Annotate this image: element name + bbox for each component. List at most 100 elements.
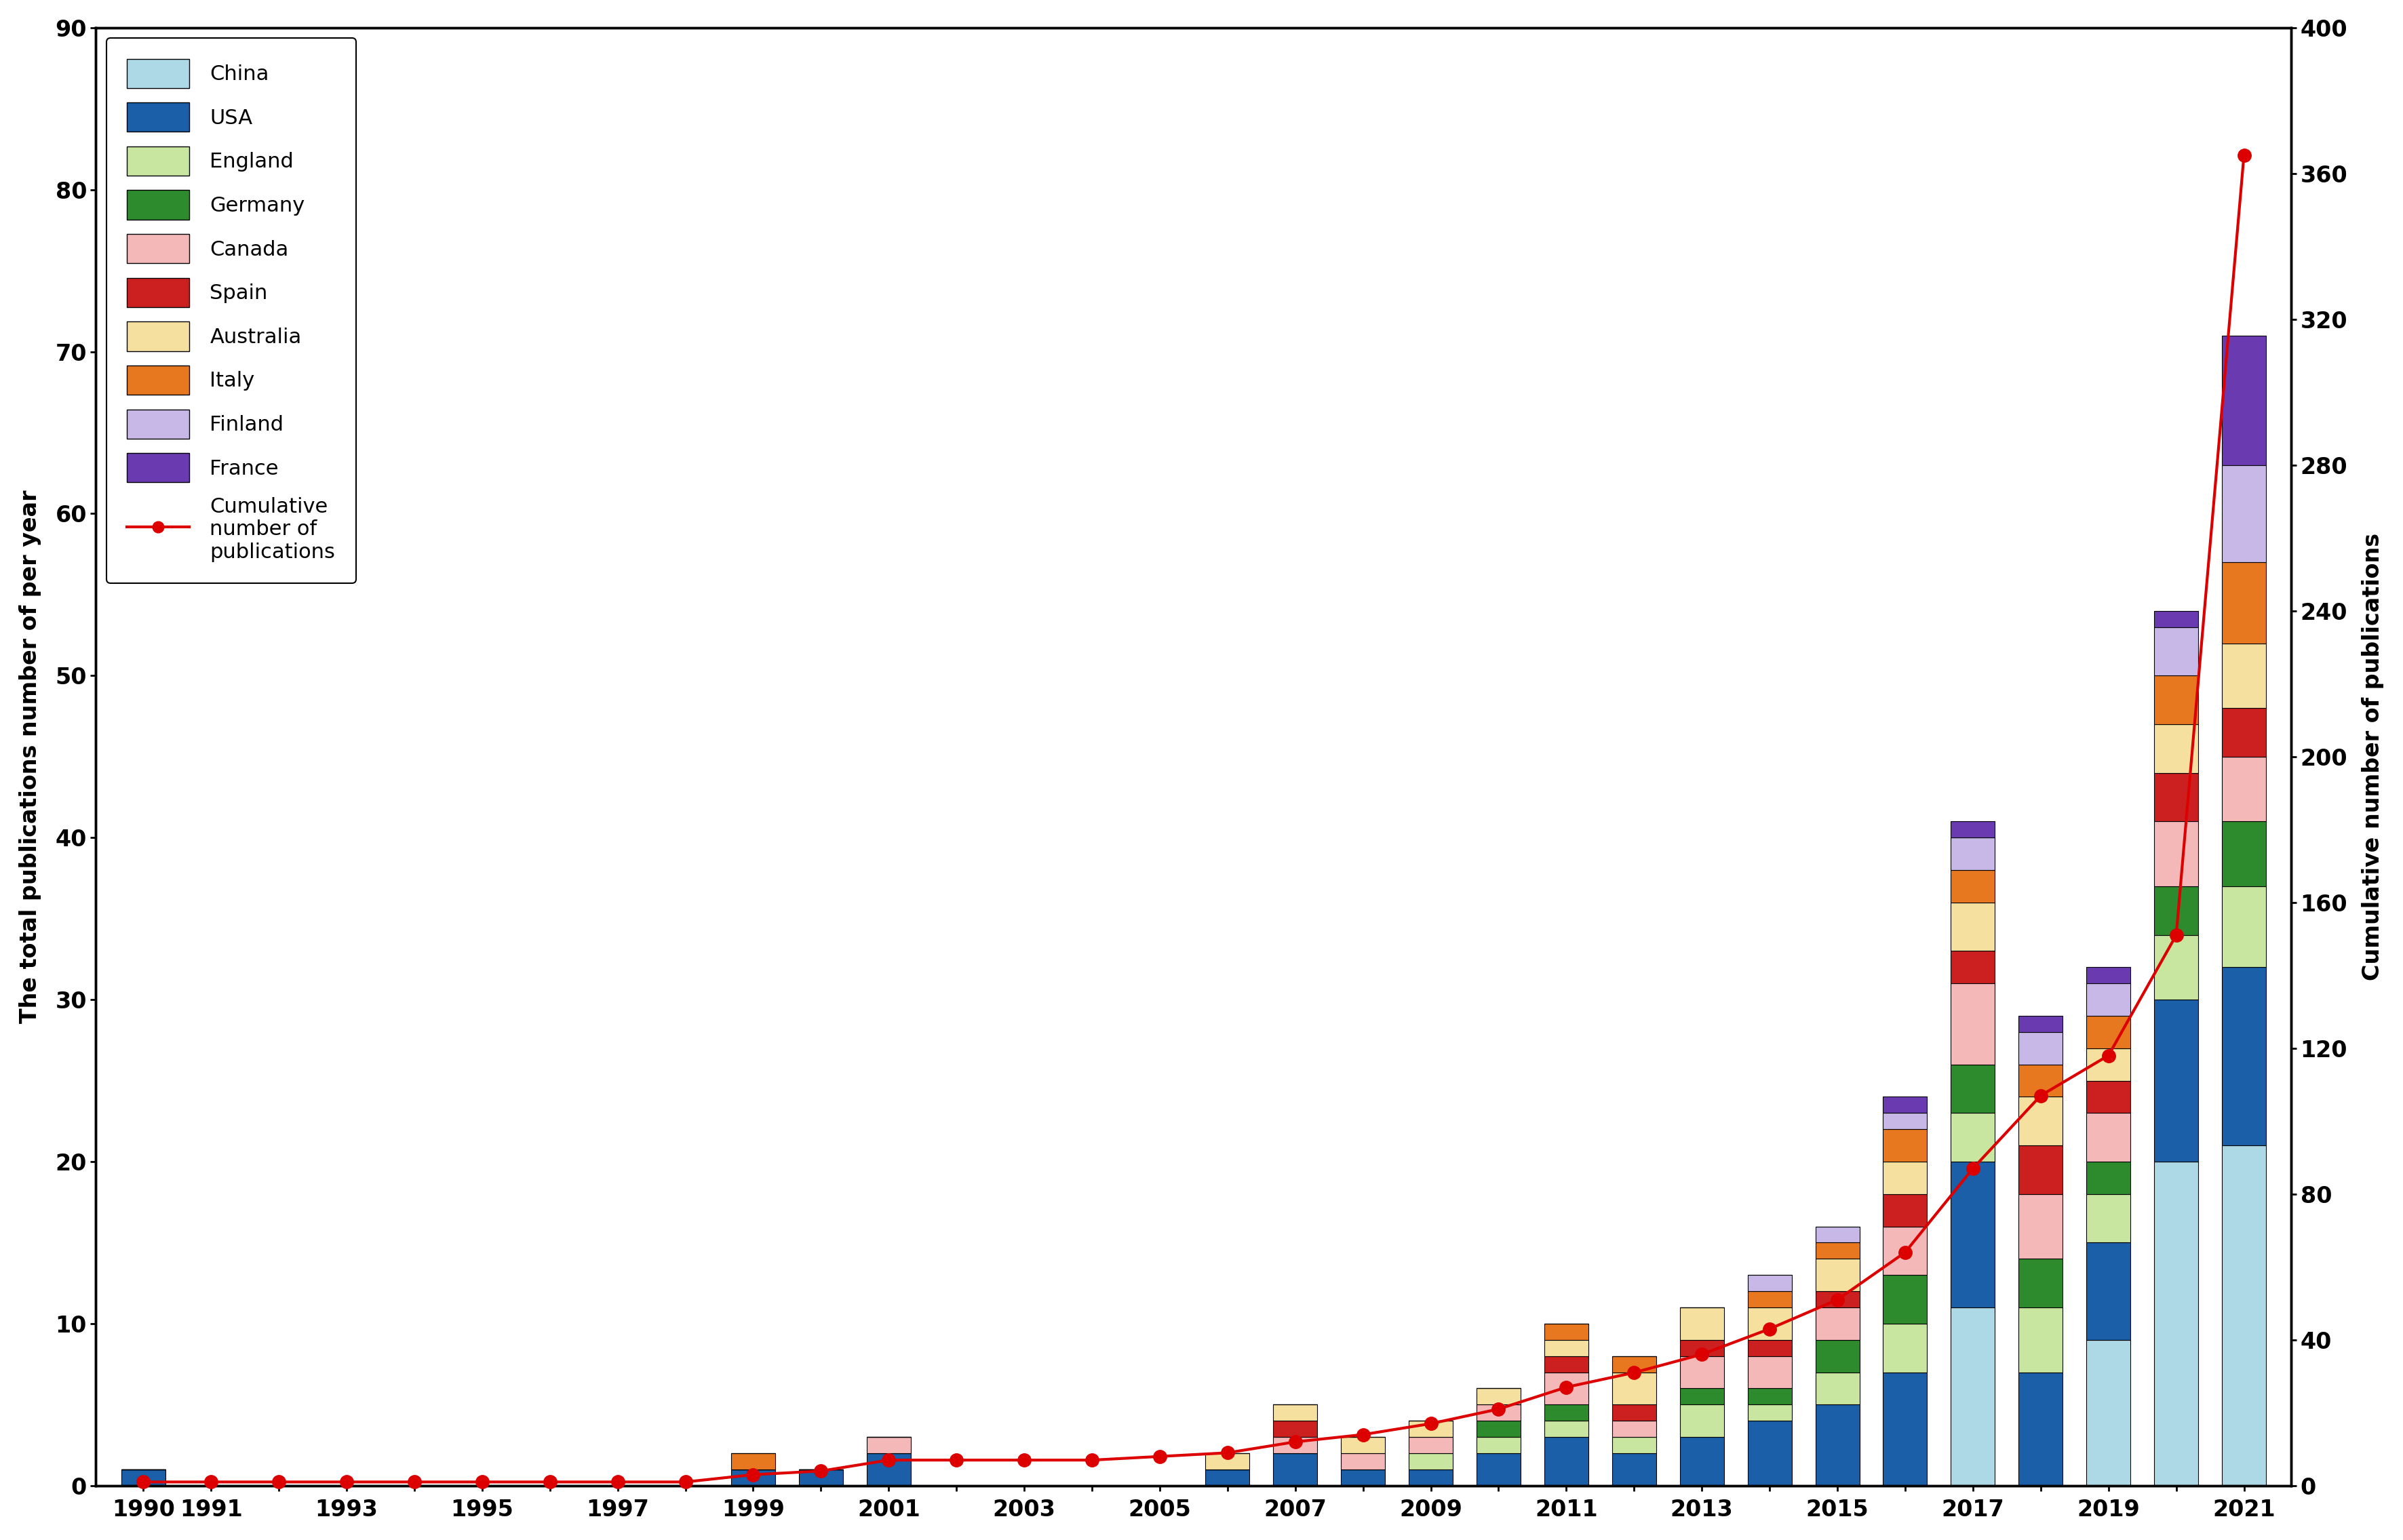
Bar (2153, 611, 2199, 627)
Bar (2223, 821, 2266, 885)
Bar (1951, 838, 1994, 870)
Bar (1884, 1275, 1927, 1323)
Bar (867, 1437, 911, 1454)
Bar (2223, 336, 2266, 465)
Bar (1747, 1389, 1793, 1404)
Bar (1408, 1454, 1454, 1469)
Bar (2019, 1258, 2062, 1307)
Bar (1612, 1357, 1656, 1372)
Bar (2086, 1340, 2131, 1486)
Bar (1884, 1226, 1927, 1275)
Bar (798, 1469, 843, 1486)
Bar (1341, 1469, 1384, 1486)
Bar (2223, 644, 2266, 708)
Bar (1680, 1340, 1723, 1357)
Bar (1612, 1404, 1656, 1421)
Bar (2086, 1049, 2131, 1081)
Bar (1747, 1404, 1793, 1421)
Bar (1951, 821, 1994, 838)
Bar (1951, 1113, 1994, 1161)
Bar (1612, 1372, 1656, 1404)
Bar (2223, 465, 2266, 562)
Bar (1545, 1404, 1588, 1421)
Y-axis label: Cumulative number of publications: Cumulative number of publications (2362, 533, 2384, 981)
Bar (2153, 999, 2199, 1161)
Bar (1747, 1275, 1793, 1291)
Bar (1951, 984, 1994, 1064)
Bar (1274, 1404, 1317, 1421)
Bar (1680, 1357, 1723, 1389)
Bar (731, 1469, 776, 1486)
Bar (1408, 1421, 1454, 1437)
Bar (1274, 1421, 1317, 1437)
Bar (1475, 1389, 1521, 1404)
Y-axis label: The total publications number of per year: The total publications number of per yea… (19, 490, 41, 1023)
Bar (1884, 1113, 1927, 1129)
Bar (1206, 1454, 1250, 1469)
Bar (2019, 1016, 2062, 1032)
Bar (1747, 1357, 1793, 1389)
Bar (1206, 1469, 1250, 1486)
Bar (1951, 902, 1994, 952)
Bar (2086, 967, 2131, 984)
Bar (1814, 1258, 1860, 1291)
Bar (2153, 821, 2199, 885)
Bar (1884, 1161, 1927, 1194)
Bar (2019, 1096, 2062, 1146)
Bar (1814, 1226, 1860, 1243)
Bar (1475, 1437, 1521, 1454)
Bar (1680, 1307, 1723, 1340)
Bar (1475, 1404, 1521, 1421)
Bar (1545, 1357, 1588, 1372)
Bar (2223, 1146, 2266, 1486)
Bar (2019, 1032, 2062, 1064)
Bar (2086, 1081, 2131, 1113)
Bar (1545, 1372, 1588, 1404)
Bar (1747, 1291, 1793, 1307)
Bar (1274, 1437, 1317, 1454)
Bar (2153, 773, 2199, 821)
Bar (2019, 1307, 2062, 1372)
Bar (1274, 1454, 1317, 1486)
Bar (1951, 1307, 1994, 1486)
Bar (2019, 1146, 2062, 1194)
Bar (1341, 1454, 1384, 1469)
Bar (2153, 885, 2199, 935)
Bar (2223, 756, 2266, 821)
Bar (120, 1469, 166, 1486)
Bar (1408, 1469, 1454, 1486)
Bar (1341, 1437, 1384, 1454)
Bar (2153, 627, 2199, 676)
Bar (1747, 1307, 1793, 1340)
Bar (1814, 1243, 1860, 1258)
Bar (2019, 1064, 2062, 1096)
Bar (1951, 1161, 1994, 1307)
Bar (2223, 562, 2266, 644)
Bar (1545, 1340, 1588, 1357)
Bar (1612, 1454, 1656, 1486)
Bar (1612, 1437, 1656, 1454)
Bar (2223, 967, 2266, 1146)
Bar (1680, 1404, 1723, 1437)
Bar (2019, 1372, 2062, 1486)
Bar (2223, 885, 2266, 967)
Legend: China, USA, England, Germany, Canada, Spain, Australia, Italy, Finland, France, : China, USA, England, Germany, Canada, Sp… (106, 38, 356, 584)
Bar (1475, 1421, 1521, 1437)
Bar (1814, 1340, 1860, 1372)
Bar (2086, 1113, 2131, 1161)
Bar (2153, 935, 2199, 999)
Bar (2086, 1016, 2131, 1049)
Bar (1545, 1323, 1588, 1340)
Bar (1545, 1421, 1588, 1437)
Bar (2153, 676, 2199, 724)
Bar (1747, 1340, 1793, 1357)
Bar (1884, 1372, 1927, 1486)
Bar (2153, 724, 2199, 773)
Bar (1747, 1421, 1793, 1486)
Bar (1408, 1437, 1454, 1454)
Bar (1814, 1404, 1860, 1486)
Bar (1814, 1291, 1860, 1307)
Bar (2223, 708, 2266, 756)
Bar (731, 1454, 776, 1469)
Bar (1951, 1064, 1994, 1113)
